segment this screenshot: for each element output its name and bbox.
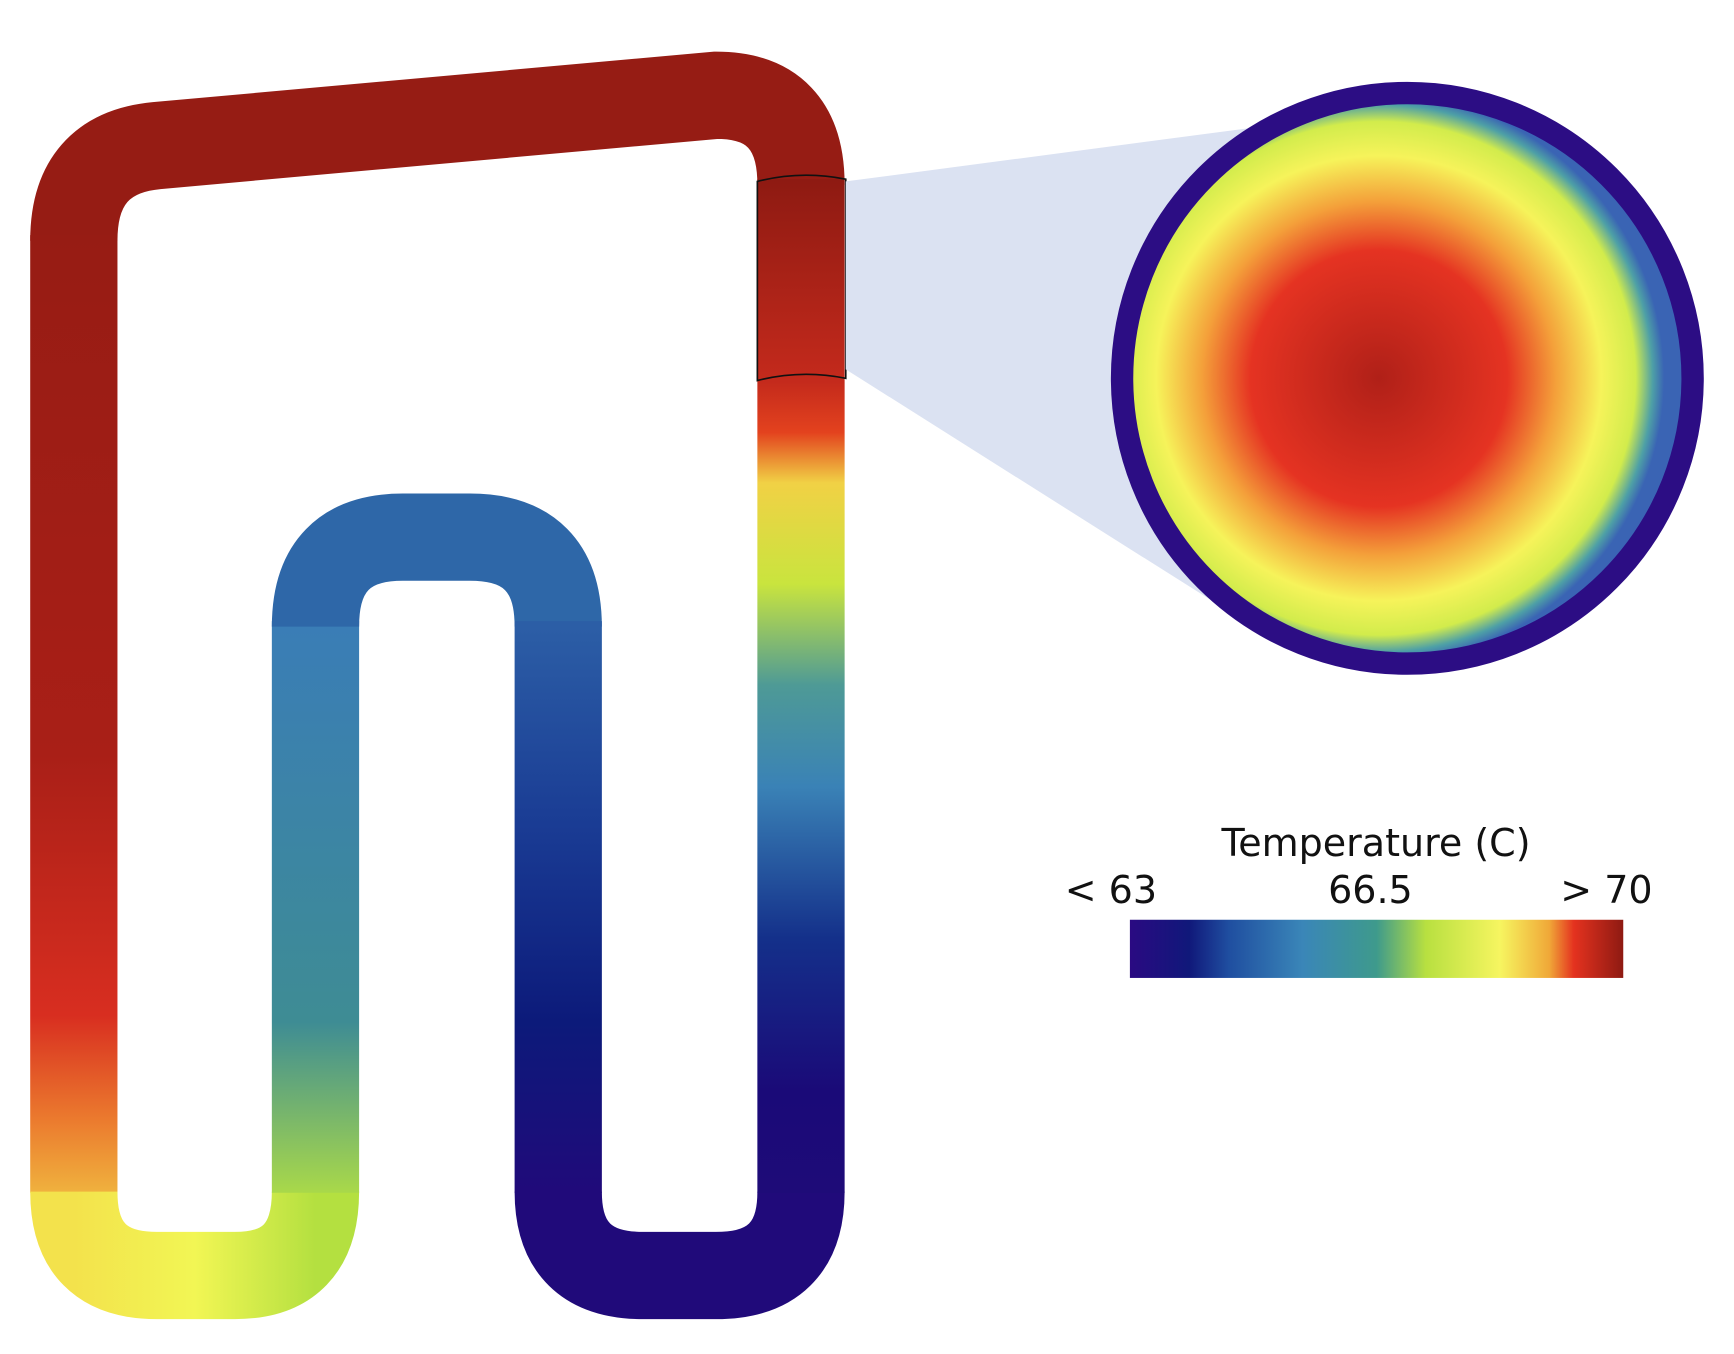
pipe-top (30, 51, 845, 243)
legend-label: > 70 (1560, 868, 1652, 912)
section-highlight (756, 174, 847, 382)
pipe-bend (514, 1189, 845, 1320)
color-bar (1129, 919, 1624, 978)
legend-label: < 63 (1065, 868, 1157, 912)
pipe (30, 51, 847, 1320)
color-legend: Temperature (C) < 63 66.5 > 70 (1065, 821, 1653, 978)
pipe-arch (271, 493, 602, 629)
cross-section (1110, 81, 1704, 675)
pipe-bend (30, 1190, 360, 1320)
legend-label: 66.5 (1328, 868, 1413, 912)
legend-title: Temperature (C) (1220, 821, 1530, 865)
